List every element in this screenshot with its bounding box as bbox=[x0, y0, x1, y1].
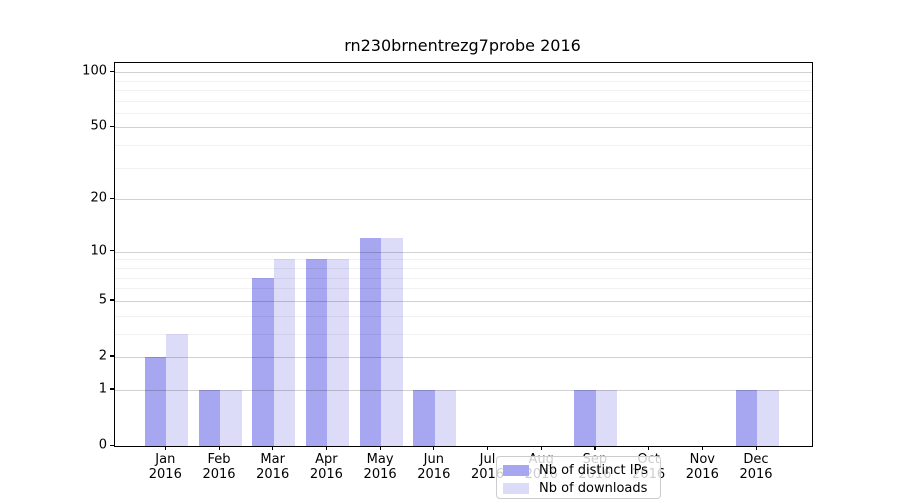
x-tick-label-year: 2016 bbox=[148, 467, 182, 482]
bar-nb-of-downloads-mar bbox=[273, 259, 296, 446]
bar-nb-of-downloads-apr bbox=[327, 259, 349, 446]
x-tick-label-year: 2016 bbox=[685, 467, 719, 482]
gridline-major bbox=[115, 251, 812, 253]
x-tick-mark bbox=[540, 446, 542, 450]
y-tick-mark bbox=[110, 197, 114, 200]
x-tick-label-year: 2016 bbox=[739, 467, 773, 482]
gridline-minor bbox=[115, 267, 812, 269]
gridline-major bbox=[115, 389, 812, 391]
legend-entry-downloads: Nb of downloads bbox=[503, 479, 660, 497]
gridline-minor bbox=[115, 288, 812, 290]
gridline-minor bbox=[115, 259, 812, 261]
gridline-major bbox=[115, 72, 812, 74]
gridline-major bbox=[115, 300, 812, 302]
legend-label-downloads: Nb of downloads bbox=[539, 480, 648, 496]
y-tick-mark bbox=[110, 70, 114, 72]
x-tick-mark bbox=[648, 446, 650, 450]
x-tick-label-jul: Jul 2016 bbox=[470, 452, 505, 482]
x-tick-label-year: 2016 bbox=[417, 467, 451, 482]
y-tick-mark bbox=[110, 250, 114, 252]
gridline-minor bbox=[115, 145, 812, 147]
y-tick-label: 5 bbox=[98, 292, 107, 308]
x-tick-mark bbox=[379, 446, 381, 450]
x-tick-label-jan: Jan 2016 bbox=[148, 452, 182, 482]
x-tick-label-year: 2016 bbox=[363, 467, 397, 482]
x-tick-label-feb: Feb 2016 bbox=[202, 452, 236, 482]
x-tick-label-dec: Dec 2016 bbox=[739, 452, 773, 482]
legend: Nb of distinct IPs Nb of downloads bbox=[496, 456, 661, 499]
bar-nb-of-downloads-may bbox=[381, 238, 403, 446]
gridline-minor bbox=[115, 167, 812, 169]
x-tick-label-nov: Nov 2016 bbox=[685, 452, 719, 482]
gridline-minor bbox=[115, 315, 812, 317]
bar-nb-of-distinct-ips-jun bbox=[413, 389, 435, 446]
y-tick-label: 2 bbox=[98, 348, 107, 364]
y-tick-label: 1 bbox=[98, 381, 107, 397]
x-tick-mark bbox=[755, 446, 757, 450]
x-tick-label-year: 2016 bbox=[470, 467, 505, 482]
x-tick-label-may: May 2016 bbox=[363, 452, 397, 482]
x-tick-mark bbox=[701, 446, 703, 450]
gridline-major bbox=[115, 199, 812, 201]
bar-nb-of-distinct-ips-apr bbox=[305, 259, 328, 446]
gridline-major bbox=[115, 127, 812, 129]
x-tick-mark bbox=[594, 446, 596, 450]
x-tick-mark bbox=[164, 446, 166, 450]
x-tick-mark bbox=[325, 446, 328, 450]
bar-nb-of-distinct-ips-mar bbox=[252, 277, 274, 446]
y-tick-mark bbox=[110, 444, 114, 446]
y-tick-label: 20 bbox=[90, 190, 107, 206]
bar-nb-of-distinct-ips-sep bbox=[574, 389, 596, 446]
gridline-minor bbox=[115, 100, 812, 102]
y-tick-mark bbox=[110, 299, 114, 301]
bar-nb-of-downloads-sep bbox=[595, 389, 618, 446]
gridline-minor bbox=[115, 333, 812, 335]
bar-nb-of-distinct-ips-may bbox=[359, 238, 382, 446]
bar-nb-of-distinct-ips-dec bbox=[735, 389, 757, 446]
y-tick-label: 100 bbox=[82, 63, 107, 79]
x-tick-mark bbox=[218, 446, 220, 450]
y-tick-label: 50 bbox=[90, 118, 107, 134]
y-tick-label: 0 bbox=[98, 437, 107, 453]
bar-nb-of-distinct-ips-feb bbox=[198, 389, 220, 446]
legend-swatch-downloads bbox=[503, 482, 529, 494]
bar-nb-of-downloads-feb bbox=[220, 389, 242, 446]
y-tick-mark bbox=[110, 125, 114, 128]
chart-title: rn230brnentrezg7probe 2016 bbox=[344, 36, 581, 55]
y-tick-mark bbox=[110, 388, 114, 390]
bar-nb-of-downloads-jun bbox=[434, 389, 457, 446]
legend-swatch-distinct-ips bbox=[503, 464, 529, 476]
x-tick-mark bbox=[487, 446, 489, 450]
x-tick-label-apr: Apr 2016 bbox=[309, 452, 343, 482]
x-tick-label-year: 2016 bbox=[202, 467, 236, 482]
x-tick-label-year: 2016 bbox=[309, 467, 343, 482]
bar-nb-of-distinct-ips-jan bbox=[144, 357, 167, 446]
x-tick-mark bbox=[272, 446, 274, 450]
gridline-major bbox=[115, 356, 812, 358]
gridline-minor bbox=[115, 89, 812, 91]
gridline-minor bbox=[115, 112, 812, 114]
legend-entry-distinct-ips: Nb of distinct IPs bbox=[503, 461, 660, 479]
plot-area: Nb of distinct IPs Nb of downloads bbox=[114, 62, 813, 499]
legend-label-distinct-ips: Nb of distinct IPs bbox=[539, 462, 648, 478]
bar-nb-of-downloads-dec bbox=[757, 389, 779, 446]
gridline-minor bbox=[115, 277, 812, 279]
gridline-minor bbox=[115, 80, 812, 82]
y-tick-label: 10 bbox=[90, 243, 107, 259]
x-tick-label-year: 2016 bbox=[256, 467, 290, 482]
bar-nb-of-downloads-jan bbox=[166, 333, 188, 446]
x-tick-label-mar: Mar 2016 bbox=[256, 452, 290, 482]
x-tick-mark bbox=[433, 446, 435, 450]
x-tick-label-jun: Jun 2016 bbox=[417, 452, 451, 482]
y-tick-mark bbox=[110, 355, 114, 357]
